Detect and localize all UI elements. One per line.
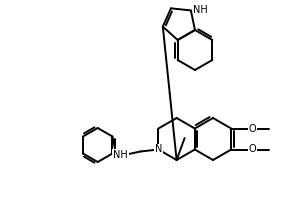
- Text: N: N: [155, 145, 162, 154]
- Text: NH: NH: [113, 150, 128, 159]
- Text: O: O: [248, 145, 256, 154]
- Text: NH: NH: [194, 5, 208, 15]
- Text: O: O: [248, 124, 256, 134]
